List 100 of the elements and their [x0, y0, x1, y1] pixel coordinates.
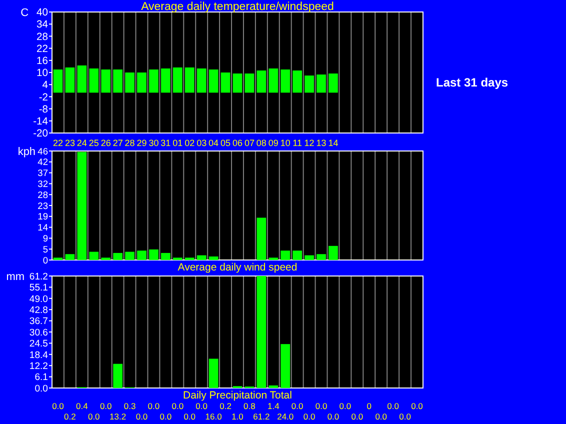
y-tick-label: 30.6 — [29, 327, 48, 338]
text: Last 31 days — [436, 75, 508, 90]
bar — [125, 252, 134, 260]
bar — [137, 250, 146, 260]
chart-title: Average daily temperature/windspeed — [141, 1, 334, 14]
data-label: 0.0 — [339, 400, 352, 411]
y-tick-label: 55.1 — [29, 282, 48, 294]
data-label: 0.0 — [375, 411, 388, 422]
y-axis-title: kph — [18, 146, 36, 158]
y-tick-label: 12.2 — [29, 360, 48, 372]
bar — [77, 152, 87, 260]
y-tick-label: 37 — [38, 168, 48, 178]
data-label: 0.8 — [244, 400, 256, 411]
y-tick-label: 49.0 — [29, 294, 48, 305]
x-tick-label: 10 — [280, 138, 290, 148]
data-label: 61.2 — [253, 411, 270, 422]
x-tick-label: 09 — [268, 138, 278, 148]
data-label: 0.3 — [124, 400, 136, 411]
x-tick-label: 31 — [160, 138, 171, 148]
y-tick-label: 36.7 — [29, 316, 48, 328]
y-tick-label: 6.1 — [34, 372, 48, 384]
y-tick-label: 9 — [42, 233, 48, 244]
x-axis-title: Average daily wind speed — [178, 262, 298, 274]
data-label: 0.0 — [303, 411, 316, 422]
data-label: 0.0 — [387, 400, 400, 411]
y-tick-label: 28 — [36, 32, 48, 43]
bar — [65, 254, 75, 260]
x-tick-label: 28 — [124, 138, 135, 148]
y-tick-label: 32 — [38, 178, 48, 189]
data-label: 13.2 — [110, 411, 126, 422]
bar — [292, 250, 302, 260]
bar — [196, 255, 206, 260]
bar — [328, 246, 338, 260]
bar — [304, 255, 314, 260]
y-tick-label: 34 — [36, 20, 48, 31]
y-tick-label: 42.8 — [29, 304, 48, 316]
x-tick-label: 04 — [208, 138, 219, 148]
bar — [89, 252, 99, 260]
x-tick-label: 11 — [292, 138, 302, 148]
x-tick-label: 30 — [148, 138, 159, 148]
y-tick-label: 14 — [38, 222, 48, 233]
x-tick-label: 13 — [316, 138, 326, 148]
y-tick-label: -8 — [38, 104, 48, 116]
bar — [256, 218, 266, 260]
y-tick-label: -14 — [33, 116, 48, 128]
y-tick-label: 23 — [38, 200, 48, 211]
bar — [280, 250, 290, 260]
data-label: 0.0 — [315, 400, 328, 411]
y-tick-label: 19 — [38, 212, 48, 222]
bar — [316, 254, 326, 260]
bar — [268, 385, 278, 388]
x-tick-label: 06 — [232, 138, 243, 148]
y-tick-label: 46 — [38, 146, 48, 156]
x-tick-label: 27 — [112, 138, 123, 148]
data-label: 1.0 — [232, 411, 244, 422]
y-tick-label: -2 — [38, 92, 48, 104]
x-tick-label: 12 — [304, 138, 314, 148]
x-axis-title: Daily Precipitation Total — [183, 390, 292, 402]
data-label: 0.2 — [64, 411, 76, 422]
y-tick-label: 42 — [38, 157, 48, 168]
x-tick-label: 05 — [220, 138, 231, 148]
y-tick-label: 0.0 — [34, 383, 48, 394]
y-tick-label: 24.5 — [29, 338, 48, 350]
data-label: 0.0 — [172, 400, 184, 411]
data-label: 0 — [366, 400, 372, 411]
data-label: 0.0 — [148, 400, 160, 411]
data-label: 0.0 — [88, 411, 100, 422]
bar — [256, 276, 266, 388]
bar — [113, 252, 122, 260]
y-tick-label: 5 — [42, 244, 48, 254]
x-tick-label: 23 — [64, 138, 75, 148]
x-tick-label: 24 — [76, 138, 87, 148]
data-label: 0.4 — [76, 400, 88, 411]
y-tick-label: 61.2 — [29, 271, 48, 282]
data-label: 1.4 — [267, 400, 280, 411]
data-label: 24.0 — [277, 411, 294, 422]
y-tick-label: 16 — [36, 56, 48, 68]
data-label: 0.0 — [399, 411, 412, 422]
y-axis-title: C — [20, 6, 29, 19]
data-label: 0.0 — [351, 411, 364, 422]
data-label: 16.0 — [205, 411, 222, 422]
y-tick-label: 28 — [38, 190, 48, 200]
data-label: 0.0 — [411, 400, 424, 411]
y-tick-label: 18.4 — [29, 350, 49, 361]
x-tick-label: 02 — [184, 138, 195, 148]
bar — [208, 358, 218, 388]
data-label: 0.0 — [52, 400, 64, 411]
x-tick-label: 22 — [52, 138, 63, 148]
bar — [113, 364, 122, 388]
bar — [149, 249, 158, 260]
x-tick-label: 14 — [328, 138, 338, 148]
data-label: 0.0 — [291, 400, 304, 411]
x-tick-label: 26 — [100, 138, 111, 148]
data-label: 0.2 — [220, 400, 232, 411]
data-label: 0.0 — [184, 411, 196, 422]
data-label: 0.0 — [160, 411, 172, 422]
bar — [208, 256, 218, 260]
y-tick-label: 40 — [36, 8, 48, 19]
x-tick-label: 25 — [88, 138, 99, 148]
data-label: 0.0 — [196, 400, 208, 411]
